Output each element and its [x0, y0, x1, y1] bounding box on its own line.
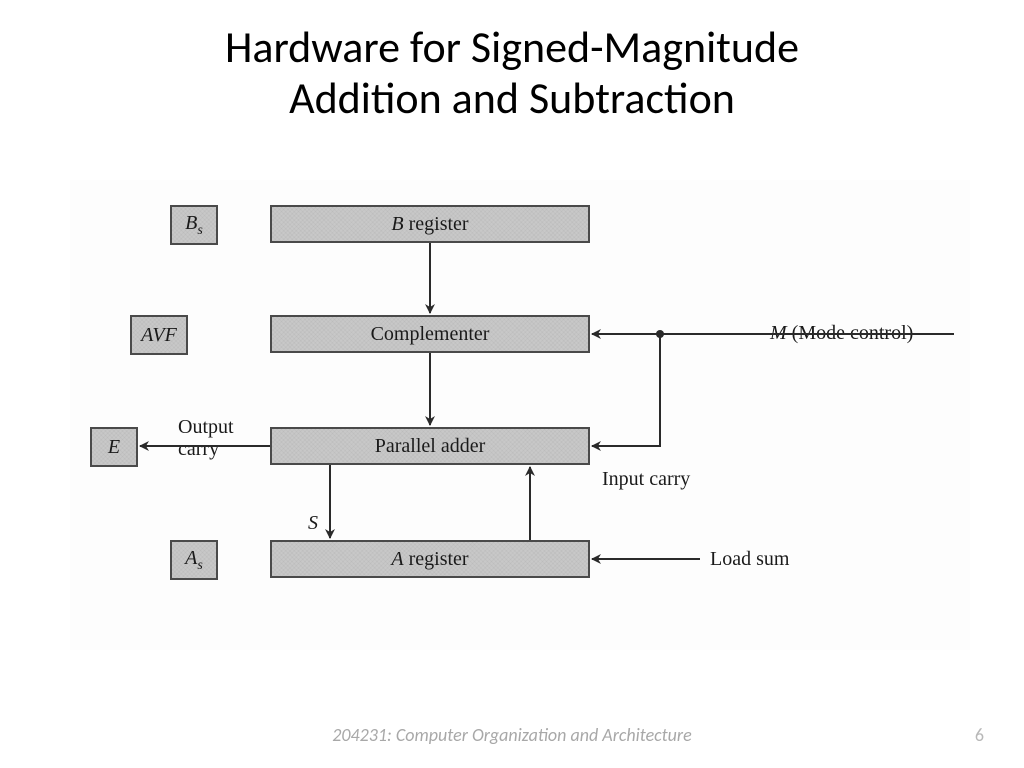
- label-load-sum: Load sum: [710, 548, 789, 570]
- title-line-2: Addition and Subtraction: [0, 73, 1024, 124]
- node-b-register-label: B register: [391, 213, 468, 236]
- label-mode-control: M (Mode control): [770, 322, 913, 344]
- hardware-diagram: Bs B register AVF Complementer E Paralle…: [70, 180, 970, 650]
- node-bs: Bs: [170, 205, 218, 245]
- node-bs-label: Bs: [185, 212, 203, 239]
- node-a-register-label: A register: [391, 548, 468, 571]
- node-b-register: B register: [270, 205, 590, 243]
- node-parallel-adder: Parallel adder: [270, 427, 590, 465]
- slide-title: Hardware for Signed-Magnitude Addition a…: [0, 0, 1024, 123]
- title-line-1: Hardware for Signed-Magnitude: [0, 22, 1024, 73]
- node-parallel-adder-label: Parallel adder: [375, 435, 486, 458]
- node-e-label: E: [108, 436, 120, 459]
- node-as-label: As: [185, 547, 203, 574]
- label-s: S: [308, 512, 318, 534]
- node-complementer: Complementer: [270, 315, 590, 353]
- node-as: As: [170, 540, 218, 580]
- node-complementer-label: Complementer: [371, 323, 490, 346]
- slide-footer: 204231: Computer Organization and Archit…: [0, 724, 1024, 746]
- node-avf: AVF: [130, 315, 188, 355]
- node-e: E: [90, 427, 138, 467]
- node-avf-label: AVF: [141, 324, 177, 347]
- node-a-register: A register: [270, 540, 590, 578]
- label-input-carry: Input carry: [602, 468, 690, 490]
- label-output-carry: Output carry: [178, 416, 234, 460]
- page-number: 6: [975, 724, 984, 746]
